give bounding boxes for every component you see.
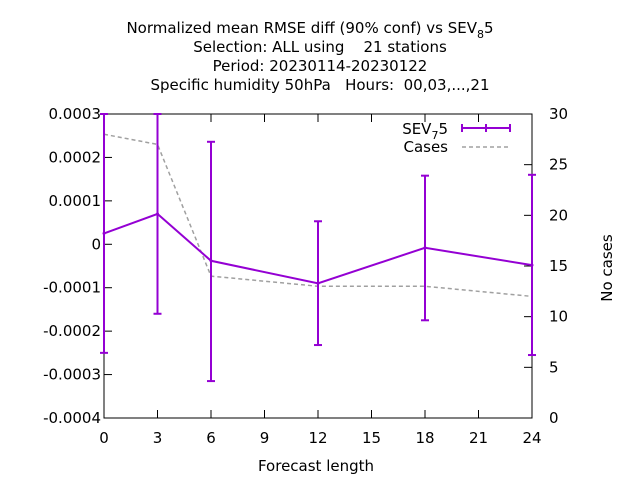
- sev-point: [423, 246, 427, 250]
- series-cases-line: [103, 133, 533, 298]
- y-axis-ticks: -0.0004 -0.0003 -0.0002 -0.0001 0 0.0001 0.000…: [43, 105, 112, 427]
- title-line-1-subscript: 8: [477, 28, 484, 41]
- y2-tick-label: 0: [549, 409, 559, 427]
- x-tick-label: 15: [362, 429, 381, 447]
- y2-axis-ticks: 0 5 10 15 20 25 30: [524, 105, 568, 427]
- title-line-3: Period: 20230114-20230122: [213, 57, 428, 75]
- y-tick-label: -0.0002: [43, 322, 101, 340]
- x-tick-label: 3: [153, 429, 163, 447]
- y-tick-label: -0.0003: [43, 366, 101, 384]
- sev-point: [209, 259, 213, 263]
- legend-label-sev: SEV75: [402, 120, 448, 142]
- sev-point: [530, 263, 534, 267]
- x-tick-label: 12: [308, 429, 327, 447]
- title-line-1-tail: 5: [484, 19, 494, 37]
- chart-title: Normalized mean RMSE diff (90% conf) vs …: [126, 19, 493, 94]
- legend-sev-tail: 5: [438, 120, 448, 138]
- sev-point: [316, 281, 320, 285]
- title-line-1: Normalized mean RMSE diff (90% conf) vs …: [126, 19, 493, 41]
- x-tick-label: 21: [469, 429, 488, 447]
- y2-tick-label: 20: [549, 206, 568, 224]
- legend-sev-subscript: 7: [431, 129, 438, 142]
- legend-sev-main: SEV: [402, 120, 432, 138]
- legend-sev-sample: [461, 124, 511, 132]
- x-axis-ticks: 0 3 6 9 12 15 18 21 24: [99, 114, 542, 447]
- y-tick-label: 0.0001: [49, 192, 102, 210]
- title-line-2: Selection: ALL using 21 stations: [193, 38, 447, 56]
- legend-label-cases: Cases: [403, 138, 448, 156]
- x-tick-label: 24: [522, 429, 541, 447]
- y-tick-label: 0.0002: [49, 148, 102, 166]
- series-layer: [100, 113, 536, 383]
- y2-tick-label: 25: [549, 156, 568, 174]
- y2-tick-label: 30: [549, 105, 568, 123]
- x-axis-label: Forecast length: [258, 457, 374, 475]
- series-sev-line: [103, 212, 533, 285]
- x-tick-label: 9: [260, 429, 270, 447]
- sev-point: [102, 231, 106, 235]
- title-line-4: Specific humidity 50hPa Hours: 00,03,...…: [150, 76, 489, 94]
- y2-axis-label: No cases: [598, 234, 616, 302]
- x-tick-label: 18: [415, 429, 434, 447]
- y2-tick-label: 10: [549, 308, 568, 326]
- x-tick-label: 0: [99, 429, 109, 447]
- legend: SEV75 Cases: [402, 120, 511, 156]
- y-tick-label: 0: [91, 235, 101, 253]
- y2-tick-label: 15: [549, 257, 568, 275]
- title-line-1-main: Normalized mean RMSE diff (90% conf) vs …: [126, 19, 477, 37]
- x-tick-label: 6: [206, 429, 216, 447]
- y2-tick-label: 5: [549, 358, 559, 376]
- y-tick-label: -0.0004: [43, 409, 101, 427]
- y-tick-label: -0.0001: [43, 279, 101, 297]
- sev-point: [156, 212, 159, 216]
- y-tick-label: 0.0003: [49, 105, 102, 123]
